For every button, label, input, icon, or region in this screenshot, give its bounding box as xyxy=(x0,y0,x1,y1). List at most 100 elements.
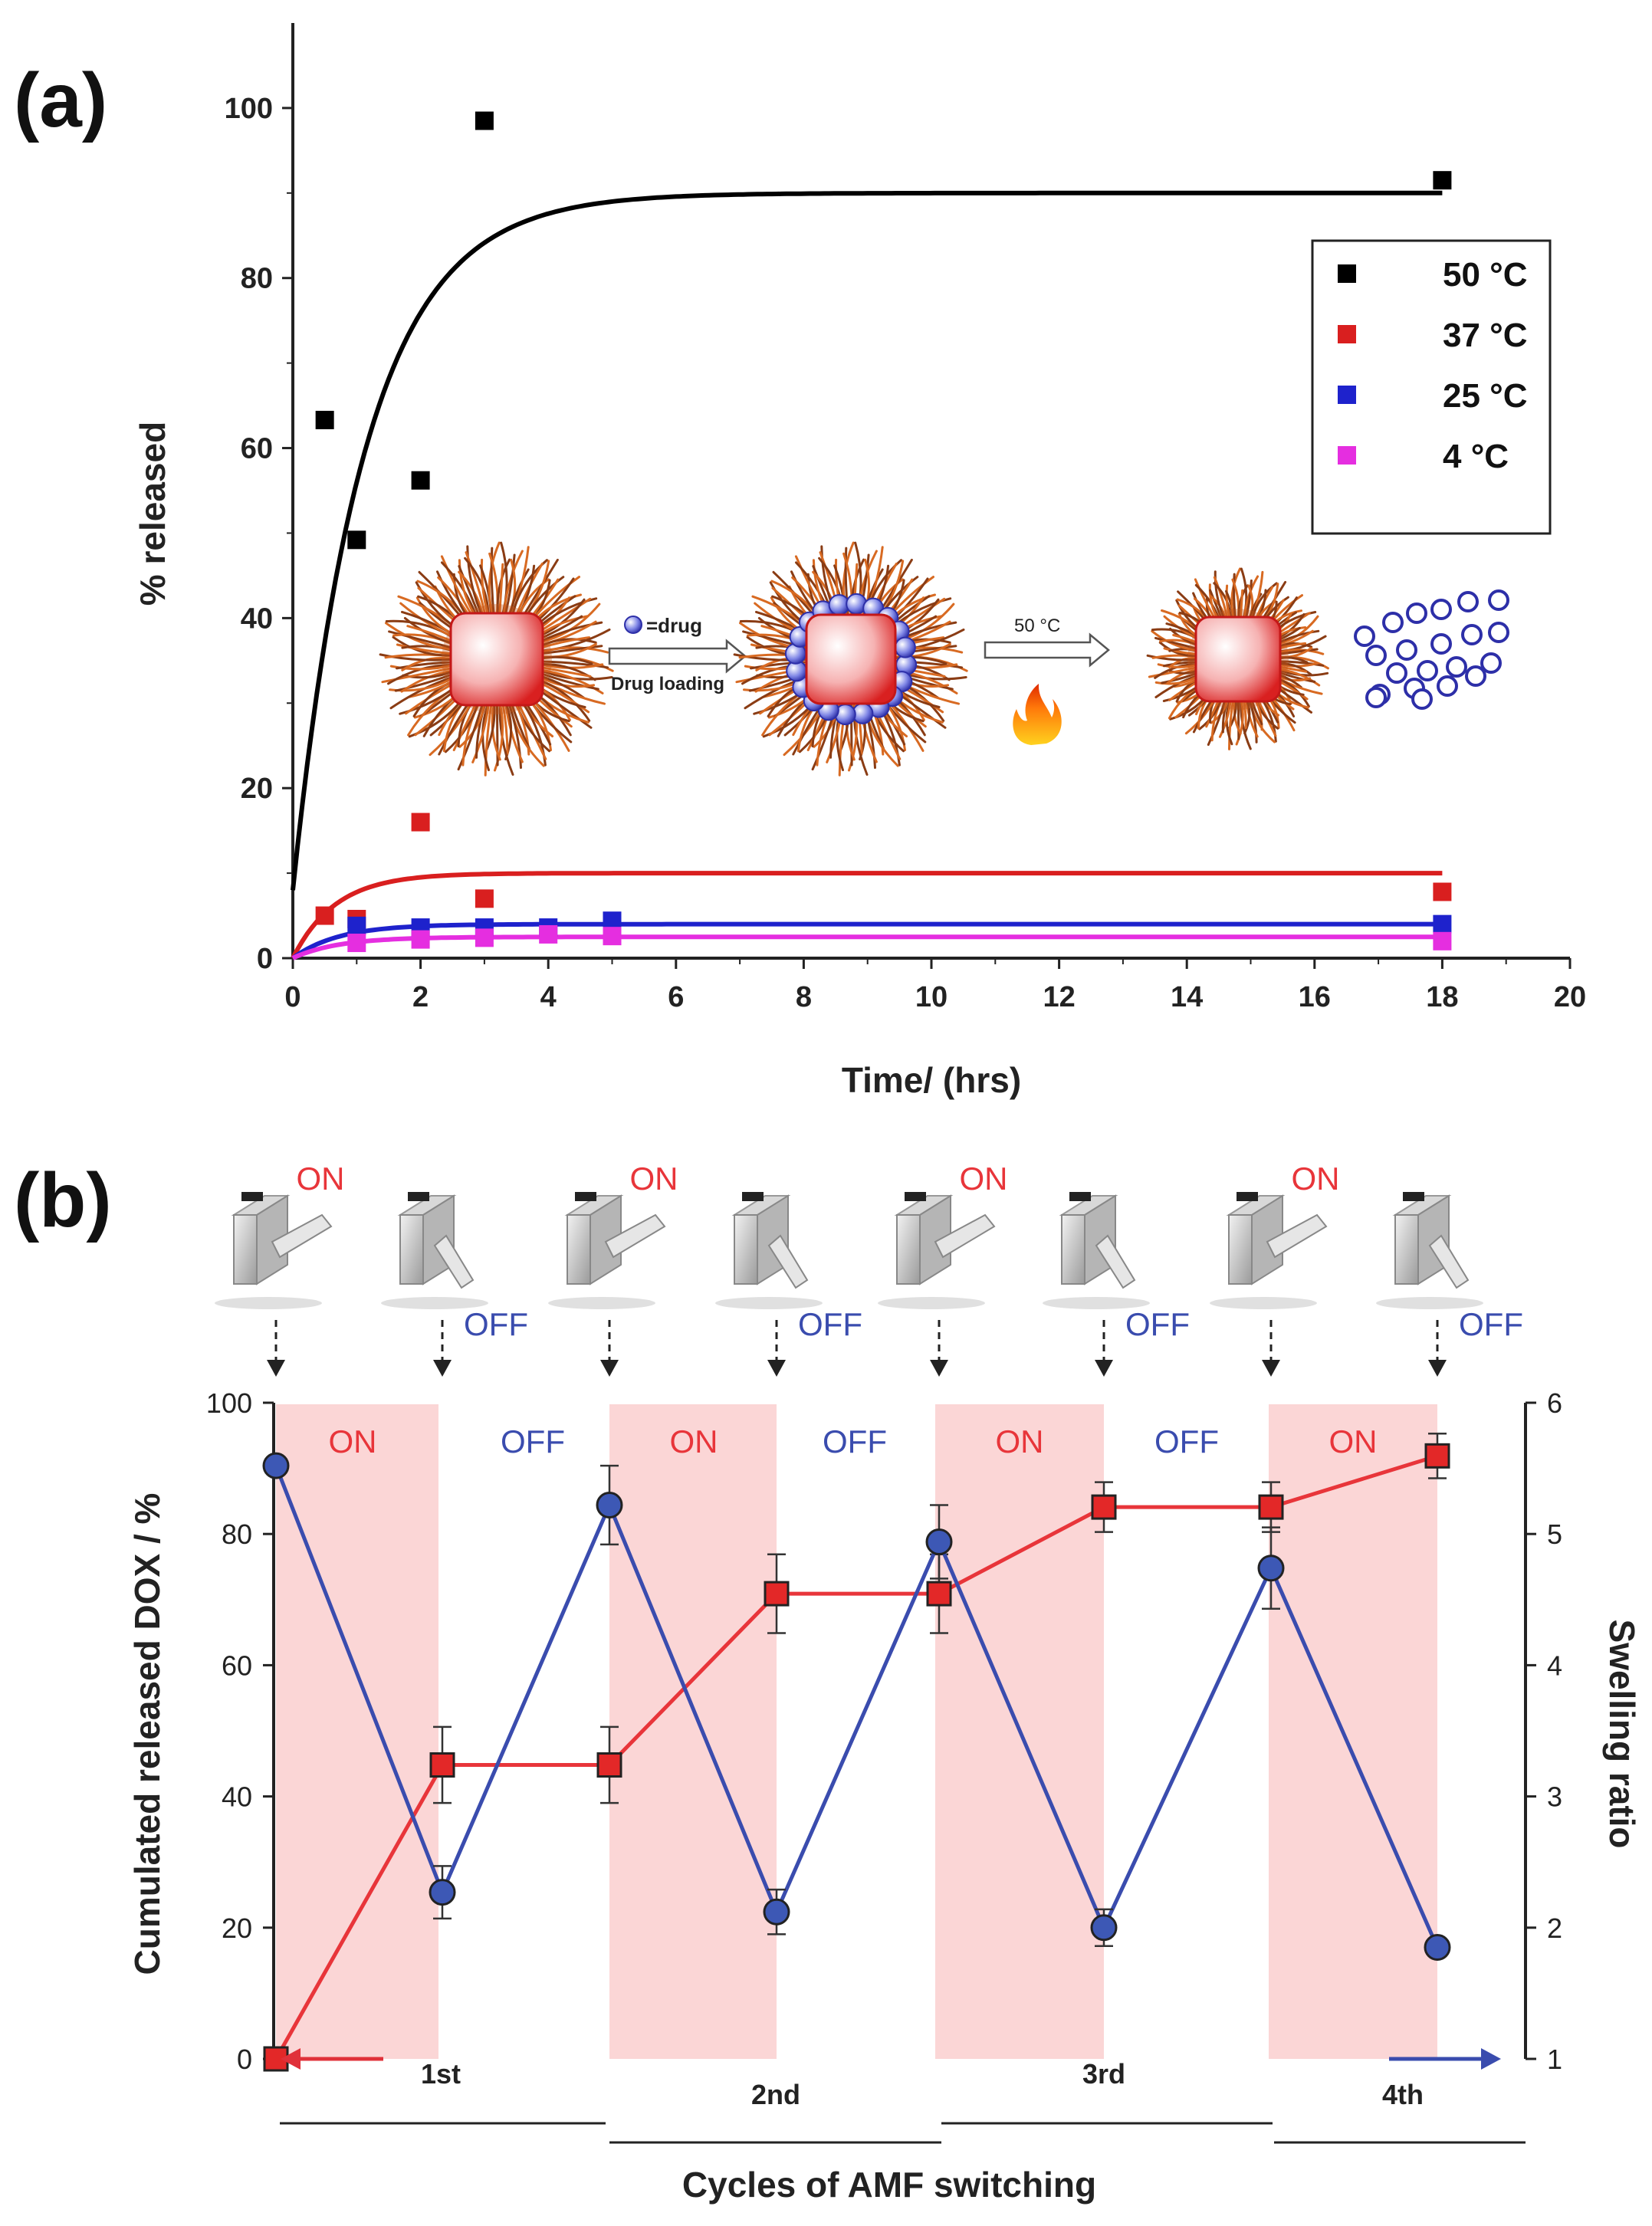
polymer-chain xyxy=(488,541,501,619)
a-x-tick-label: 2 xyxy=(412,981,429,1013)
panel-b-label: (b) xyxy=(14,1157,112,1243)
released-drug-molecules xyxy=(1354,589,1509,710)
nanoparticle-loaded xyxy=(733,541,968,776)
free-drug-molecule xyxy=(1386,662,1407,684)
on-band-0 xyxy=(276,1404,438,2059)
nanoparticle-empty xyxy=(379,541,614,776)
dashed-arrow-head xyxy=(433,1360,452,1377)
drug-molecule xyxy=(894,636,916,658)
toggle-switch-icon-off xyxy=(1043,1192,1150,1309)
band-label-4: ON xyxy=(996,1423,1044,1459)
data-point-series-2 xyxy=(347,916,366,935)
a-x-tick-label: 6 xyxy=(668,981,684,1013)
free-drug-molecule xyxy=(1465,665,1486,687)
toggle-switch-icon-on xyxy=(548,1192,666,1309)
data-point-series-1 xyxy=(475,889,494,908)
cycle-label-2: 3rd xyxy=(1082,2058,1125,2090)
swelling-marker xyxy=(429,1879,456,1906)
b-left-tick-label: 100 xyxy=(206,1387,252,1419)
swelling-marker xyxy=(763,1898,790,1926)
b-right-tick-label: 1 xyxy=(1547,2044,1562,2075)
band-label-0: ON xyxy=(329,1423,377,1459)
free-drug-molecule xyxy=(1430,633,1452,655)
drug-legend-label: =drug xyxy=(646,614,702,637)
data-point-series-3 xyxy=(603,927,622,946)
free-drug-molecule xyxy=(1446,656,1467,678)
dox-marker xyxy=(926,1581,952,1607)
b-left-tick-label: 40 xyxy=(222,1781,252,1813)
dox-marker xyxy=(429,1752,455,1778)
fit-curve-3 xyxy=(291,934,1443,960)
data-point-series-3 xyxy=(411,930,430,949)
swelling-marker xyxy=(1090,1914,1118,1942)
flame-icon xyxy=(1013,684,1062,745)
panel-a-data-points xyxy=(315,111,1452,953)
loading-arrow: Drug loading xyxy=(608,639,747,694)
free-drug-molecule xyxy=(1365,687,1387,708)
free-drug-molecule xyxy=(1488,622,1509,643)
a-y-tick-label: 80 xyxy=(241,263,273,295)
dashed-arrow-head xyxy=(1095,1360,1113,1377)
b-right-tick-label: 2 xyxy=(1547,1912,1562,1944)
band-label-6: ON xyxy=(1329,1423,1378,1459)
band-label-3: OFF xyxy=(823,1423,887,1459)
dashed-arrow-head xyxy=(930,1360,948,1377)
drug-release-schematic: =drug Drug loading 50 °C xyxy=(379,541,1509,776)
switch-label-on: ON xyxy=(630,1161,678,1197)
legend-marker-2 xyxy=(1338,386,1356,404)
dashed-arrow-head xyxy=(1428,1360,1447,1377)
data-point-series-0 xyxy=(411,471,430,490)
a-x-tick-label: 10 xyxy=(915,981,948,1013)
a-x-axis-title: Time/ (hrs) xyxy=(842,1060,1021,1100)
b-left-tick-label: 20 xyxy=(222,1912,252,1944)
dox-marker xyxy=(764,1581,790,1607)
toggle-switch-icon-on xyxy=(878,1192,996,1309)
cycle-label-0: 1st xyxy=(421,2058,461,2090)
polymer-chain xyxy=(484,699,494,776)
band-label-2: ON xyxy=(670,1423,718,1459)
a-y-tick-label: 40 xyxy=(241,602,273,635)
data-point-series-1 xyxy=(1433,882,1452,901)
data-point-series-3 xyxy=(1433,931,1452,950)
magnetic-core xyxy=(449,612,544,707)
panel-a: (a) 0 2 4 6 8 10 12 14 16 18 20 0 20 40 60 80 100 Time/ (… xyxy=(14,23,1586,1100)
toggle-switch-icon-on xyxy=(1210,1192,1328,1309)
b-right-tick-label: 5 xyxy=(1547,1518,1562,1550)
swelling-marker xyxy=(262,1452,290,1479)
a-x-tick-label: 12 xyxy=(1043,981,1075,1013)
panel-a-legend: 50 °C 37 °C 25 °C 4 °C xyxy=(1311,239,1552,535)
free-drug-molecule xyxy=(1382,612,1404,633)
dashed-arrow-head xyxy=(600,1360,619,1377)
band-label-1: OFF xyxy=(501,1423,565,1459)
dashed-arrow-head xyxy=(1262,1360,1280,1377)
heating-arrow-label: 50 °C xyxy=(1014,616,1060,636)
legend-label-0: 50 °C xyxy=(1443,256,1528,294)
a-x-tick-label: 8 xyxy=(796,981,812,1013)
data-point-series-0 xyxy=(347,530,366,550)
on-band-1 xyxy=(609,1404,777,2059)
b-series-line-1 xyxy=(274,1465,1440,1949)
legend-marker-0 xyxy=(1338,264,1356,283)
legend-marker-1 xyxy=(1338,325,1356,343)
polymer-chain xyxy=(537,660,609,669)
b-left-tick-label: 80 xyxy=(222,1518,252,1550)
on-band-3 xyxy=(1269,1404,1437,2059)
panel-a-axes: 0 2 4 6 8 10 12 14 16 18 20 0 20 40 60 80 100 Time/ (hrs)… xyxy=(133,23,1586,1100)
fit-curve-2 xyxy=(291,921,1443,960)
free-drug-molecule xyxy=(1430,599,1452,620)
free-drug-molecule xyxy=(1417,660,1438,681)
dox-marker xyxy=(1091,1494,1117,1520)
data-point-series-2 xyxy=(1433,914,1452,934)
dox-marker xyxy=(596,1752,622,1778)
b-left-tick-label: 0 xyxy=(237,2044,252,2075)
left-axis-arrow xyxy=(281,2048,383,2070)
a-y-tick-label: 20 xyxy=(241,773,273,805)
data-point-series-0 xyxy=(315,410,334,429)
swelling-marker xyxy=(1257,1555,1285,1582)
a-x-tick-label: 20 xyxy=(1554,981,1586,1013)
legend-marker-3 xyxy=(1338,446,1356,465)
data-point-series-0 xyxy=(1433,171,1452,190)
data-point-series-3 xyxy=(475,928,494,947)
dox-marker xyxy=(1258,1494,1284,1520)
